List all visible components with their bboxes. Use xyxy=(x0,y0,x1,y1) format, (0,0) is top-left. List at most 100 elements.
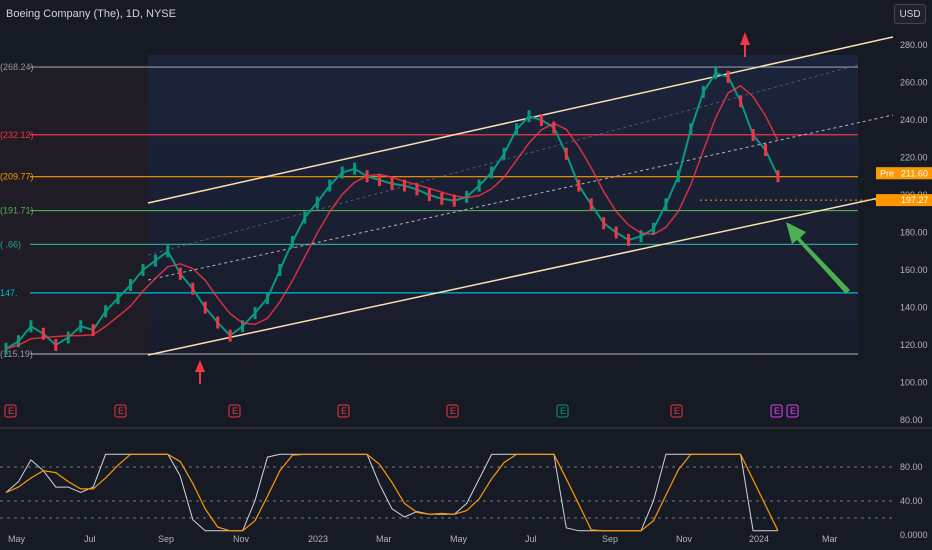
candle xyxy=(378,174,382,186)
candle xyxy=(452,194,456,207)
price-chart[interactable]: 280.00260.00240.00220.00200.00180.00160.… xyxy=(0,0,932,430)
level-label: 147. xyxy=(0,288,18,298)
candle xyxy=(589,198,593,211)
candle xyxy=(465,190,469,203)
green-arrow-icon xyxy=(786,222,850,294)
candle xyxy=(639,230,643,243)
time-tick-label: Jul xyxy=(84,534,96,544)
candle xyxy=(29,320,33,333)
earnings-marker-label: E xyxy=(450,406,456,416)
candle xyxy=(203,301,207,314)
earnings-marker xyxy=(337,404,350,418)
earnings-marker-label: E xyxy=(8,406,14,416)
level-label: (232.12) xyxy=(0,130,34,140)
earnings-marker xyxy=(670,404,683,418)
candle xyxy=(664,198,668,211)
level-label: (191.71) xyxy=(0,206,34,216)
price-tag-value: 211.60 xyxy=(901,168,928,178)
candle xyxy=(751,129,755,141)
price-tick-label: 120.00 xyxy=(900,340,928,350)
time-tick-label: 2024 xyxy=(749,534,769,544)
candle xyxy=(577,179,581,192)
time-tick-label: Mar xyxy=(822,534,838,544)
candle xyxy=(166,245,170,258)
earnings-marker xyxy=(786,404,799,418)
candle xyxy=(390,177,394,190)
osc-tick-label: 0.0000 xyxy=(900,530,928,540)
candle xyxy=(651,222,655,235)
candle xyxy=(539,114,543,126)
candle xyxy=(440,192,444,205)
candle xyxy=(79,320,83,333)
earnings-marker xyxy=(114,404,127,418)
time-tick-label: May xyxy=(450,534,468,544)
chart-title: Boeing Company (The), 1D, NYSE xyxy=(6,8,176,20)
earnings-marker xyxy=(556,404,569,418)
candle xyxy=(415,183,419,196)
candle xyxy=(776,170,780,183)
candle xyxy=(477,179,481,192)
moving-average-line xyxy=(5,84,779,350)
earnings-marker xyxy=(228,404,241,418)
candle xyxy=(104,305,108,318)
time-tick-label: 2023 xyxy=(308,534,328,544)
candle xyxy=(41,327,45,340)
price-tick-label: 140.00 xyxy=(900,303,928,313)
candle xyxy=(153,254,157,267)
earnings-marker xyxy=(446,404,459,418)
candle xyxy=(490,166,494,179)
candle xyxy=(290,235,294,248)
candle xyxy=(278,264,282,276)
level-label: (268.24) xyxy=(0,62,34,72)
price-tick-label: 280.00 xyxy=(900,40,928,50)
time-tick-label: Mar xyxy=(376,534,392,544)
time-tick-label: Nov xyxy=(676,534,693,544)
time-tick-label: May xyxy=(8,534,26,544)
earnings-marker-label: E xyxy=(774,406,780,416)
candle xyxy=(676,170,680,183)
candle xyxy=(228,329,232,342)
price-tick-label: 180.00 xyxy=(900,228,928,238)
time-tick-label: Nov xyxy=(233,534,250,544)
osc-tick-label: 40.00 xyxy=(900,496,923,506)
price-tick-label: 260.00 xyxy=(900,78,928,88)
candle xyxy=(739,95,743,108)
candle xyxy=(141,264,145,276)
candle xyxy=(714,67,718,80)
candle xyxy=(303,211,307,224)
currency-button[interactable]: USD xyxy=(894,4,926,24)
oscillator-chart[interactable]: 80.00 40.00 0.0000 May Jul Sep Nov 2023 Mar May Ju… xyxy=(0,430,932,550)
candle xyxy=(16,335,20,348)
candle xyxy=(527,110,531,123)
candle xyxy=(241,320,245,333)
arrow-up-icon xyxy=(195,360,205,384)
candle xyxy=(353,162,357,175)
osc-d-line xyxy=(5,453,779,532)
price-tag xyxy=(876,194,932,207)
price-tag xyxy=(876,167,932,180)
earnings-marker xyxy=(4,404,17,418)
candle xyxy=(427,189,431,201)
price-tag-value: 197.27 xyxy=(901,195,929,205)
price-tick-label: 160.00 xyxy=(900,265,928,275)
earnings-marker xyxy=(770,404,783,418)
candle xyxy=(340,166,344,179)
price-tick-label: 220.00 xyxy=(900,153,928,163)
candle xyxy=(764,144,768,156)
candle xyxy=(253,307,257,320)
candle xyxy=(191,282,195,295)
candle xyxy=(502,147,506,160)
candle xyxy=(66,331,70,344)
candle xyxy=(564,147,568,160)
candle xyxy=(116,292,120,305)
channel-lower-line xyxy=(147,194,894,356)
candle xyxy=(552,121,556,134)
candle xyxy=(515,123,519,136)
osc-k-line xyxy=(5,453,778,532)
candle xyxy=(265,292,269,305)
price-tag-text: Pre xyxy=(880,168,894,178)
earnings-marker-label: E xyxy=(790,406,796,416)
earnings-marker-label: E xyxy=(118,406,124,416)
price-tick-label: 100.00 xyxy=(900,378,928,388)
candle xyxy=(402,179,406,192)
